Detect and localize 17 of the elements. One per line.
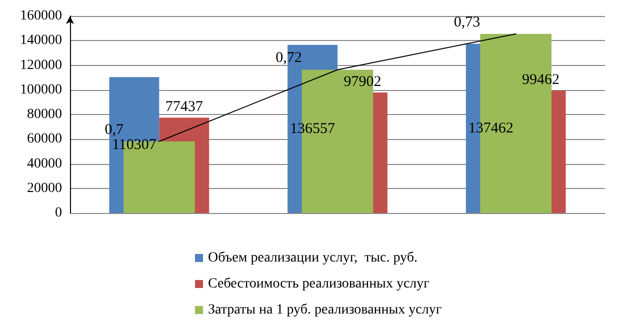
- legend-label: Объем реализации услуг, тыс. руб.: [208, 250, 418, 266]
- data-label: 137462: [468, 120, 514, 136]
- y-tick-label: 140000: [20, 33, 62, 48]
- y-tick-label: 160000: [20, 8, 62, 24]
- legend-label: Затраты на 1 руб. реализованных услуг: [208, 302, 442, 318]
- y-tick-label: 80000: [27, 107, 62, 122]
- y-tick-label: 20000: [27, 180, 62, 196]
- y-tick-label: 60000: [27, 132, 62, 147]
- data-label: 110307: [112, 137, 157, 154]
- data-label: 136557: [290, 120, 336, 137]
- y-tick-label: 120000: [20, 58, 62, 73]
- legend-label: Себестоимость реализованных услуг: [208, 276, 430, 292]
- data-label: 0,73: [454, 14, 480, 30]
- y-tick-label: 0: [55, 206, 62, 220]
- y-tick-label: 40000: [27, 156, 62, 172]
- data-label: 77437: [165, 99, 204, 116]
- y-tick-label: 100000: [20, 82, 62, 98]
